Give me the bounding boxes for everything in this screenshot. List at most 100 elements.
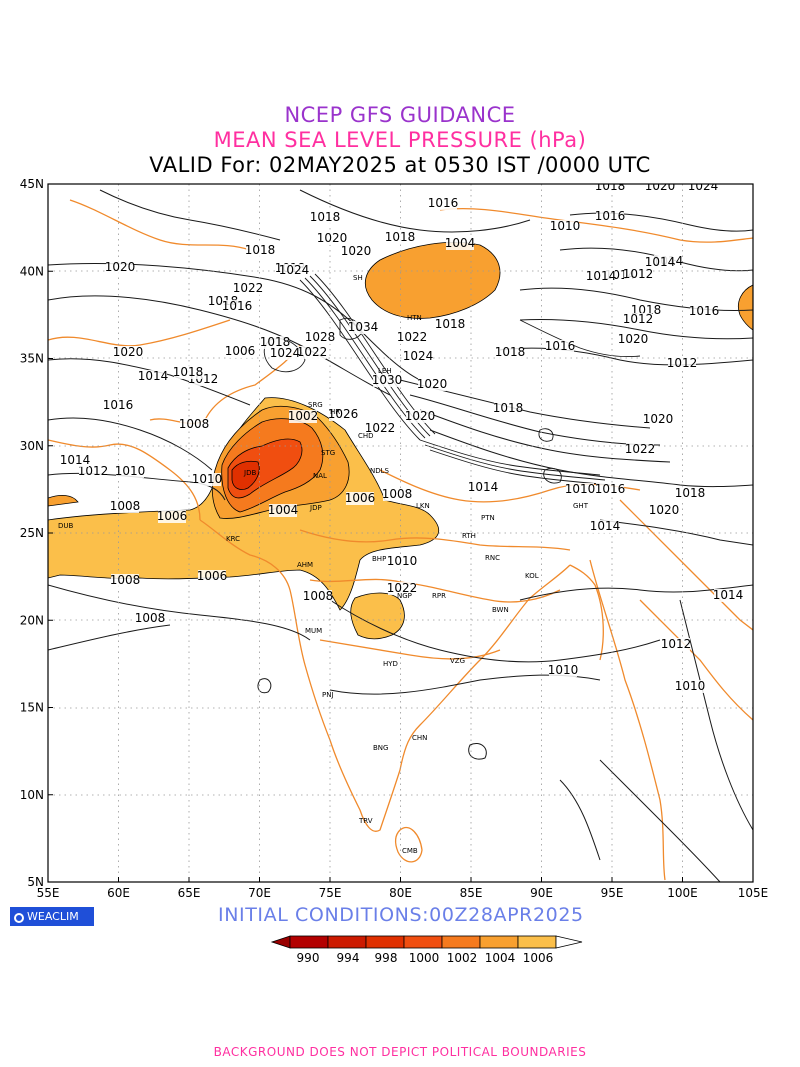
inner-border-9: [619, 499, 753, 631]
contour-label: 1004: [268, 503, 299, 517]
contour-label: 1022: [397, 330, 428, 344]
contour-label-bg: [668, 357, 696, 370]
colorbar-label: 1002: [447, 951, 478, 965]
contour-label: 1022: [625, 442, 656, 456]
contour-label-bg: [342, 245, 370, 258]
inner-border-4: [379, 469, 641, 503]
contour-label-bg: [446, 237, 474, 250]
isobar: [419, 409, 671, 463]
contour-label: 1024: [403, 349, 434, 363]
city-label: DUB: [58, 522, 74, 530]
city-label: BWN: [492, 606, 509, 614]
contour-label: 1016: [428, 196, 459, 210]
contour-label-bg: [329, 408, 357, 421]
contour-label: 1006: [345, 491, 376, 505]
city-label: BHP: [372, 555, 386, 563]
contour-label-bg: [373, 374, 401, 387]
contour-label-bg: [116, 465, 144, 478]
contour-label-bg: [304, 590, 332, 603]
contour-label: 1020: [341, 244, 372, 258]
contour-label-bg: [714, 589, 742, 602]
city-label: CMB: [402, 847, 418, 855]
myanmar-coast: [589, 559, 666, 881]
inner-border-10: [639, 599, 753, 721]
contour-label: 1008: [382, 487, 413, 501]
contour-label: 1014: [138, 369, 169, 383]
contour-label: 1010: [115, 464, 146, 478]
contour-label: 1018: [435, 317, 466, 331]
contour-label-bg: [619, 333, 647, 346]
contour-label-bg: [398, 331, 426, 344]
latitude-label: 45N: [20, 177, 44, 191]
contour-label-bg: [591, 520, 619, 533]
contour-label-bg: [406, 410, 434, 423]
contour-label-bg: [662, 638, 690, 651]
contour-label: 1012: [667, 356, 698, 370]
inner-border-6: [48, 319, 231, 347]
contour-label-bg: [689, 184, 717, 193]
city-label: SH: [353, 274, 363, 282]
city-label: AHM: [297, 561, 313, 569]
contour-label: 1016: [595, 209, 626, 223]
contour-label-bg: [624, 313, 652, 326]
contour-label: 1018: [385, 230, 416, 244]
longitude-label: 70E: [248, 886, 271, 900]
contour-label-bg: [429, 197, 457, 210]
latitude-label: 35N: [20, 352, 44, 366]
contour-label: 1030: [372, 373, 403, 387]
contour-label: 1006: [225, 344, 256, 358]
contour-label: 1016: [595, 482, 626, 496]
latitude-label: 25N: [20, 526, 44, 540]
isobar: [48, 295, 391, 396]
contour-label-bg: [180, 418, 208, 431]
contour-label: 1020: [649, 503, 680, 517]
city-label: NAL: [313, 472, 327, 480]
contour-label-bg: [404, 350, 432, 363]
colorbar-label: 1004: [485, 951, 516, 965]
contour-label-bg: [226, 345, 254, 358]
isobar: [299, 189, 531, 233]
isobar: [519, 318, 753, 340]
contour-label: 1022: [233, 281, 264, 295]
contour-label: 1008: [110, 499, 141, 513]
city-label: RNC: [485, 554, 500, 562]
contour-label: 1016: [222, 299, 253, 313]
coastlines: [48, 199, 753, 881]
contour-label: 1022: [297, 345, 328, 359]
contour-label: 1014: [60, 453, 91, 467]
contour-label: 1006: [157, 509, 188, 523]
city-label: PTN: [481, 514, 495, 522]
footer-disclaimer: BACKGROUND DOES NOT DEPICT POLITICAL BOU…: [213, 1045, 587, 1059]
contour-label: 1018: [310, 210, 341, 224]
contour-label: 1014: [586, 269, 617, 283]
contour-label: 1024: [279, 263, 310, 277]
contour-label: 1014: [713, 588, 744, 602]
longitude-label: 85E: [460, 886, 483, 900]
isobar: [599, 759, 721, 882]
contour-label-bg: [469, 481, 497, 494]
contour-label-bg: [349, 321, 377, 334]
contour-label-bg: [494, 402, 522, 415]
logo-text: WEACLIM: [27, 910, 79, 923]
contour-label: 1006: [197, 569, 228, 583]
isobar: [48, 417, 213, 471]
city-label: HTN: [407, 314, 422, 322]
contour-label: 1028: [305, 330, 336, 344]
contour-label: 1018: [595, 179, 626, 193]
isobar: [329, 599, 661, 663]
contour-label-bg: [626, 443, 654, 456]
initial-conditions-label: INITIAL CONDITIONS:00Z28APR2025: [218, 904, 584, 926]
contour-label: 1020: [105, 260, 136, 274]
colorbar-segment: [403, 935, 443, 949]
contour-label: 1018: [173, 365, 204, 379]
colorbar-segment: [517, 935, 557, 949]
contour-label: 1008: [303, 589, 334, 603]
city-label: JDP: [309, 504, 322, 512]
shade-1006-gulf: [48, 494, 79, 507]
inner-border-8: [439, 208, 753, 243]
isobar: [559, 779, 601, 861]
city-label: RPR: [432, 592, 446, 600]
inner-border-2: [309, 578, 561, 603]
city-label: CHD: [358, 432, 374, 440]
